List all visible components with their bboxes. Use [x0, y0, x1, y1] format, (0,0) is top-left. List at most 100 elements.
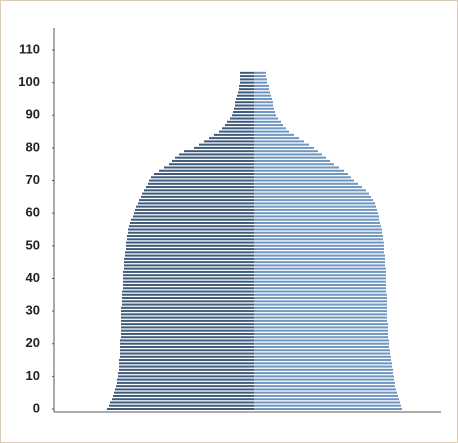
bar — [254, 316, 387, 319]
bar — [254, 362, 392, 365]
bar — [120, 345, 254, 348]
bar — [234, 107, 254, 110]
bar — [254, 78, 267, 81]
bar — [254, 404, 401, 407]
bar — [254, 290, 386, 293]
bar — [107, 408, 254, 410]
bar — [254, 208, 377, 211]
bar — [133, 215, 254, 218]
bar — [125, 254, 254, 257]
bar — [254, 166, 339, 169]
bar — [194, 146, 254, 149]
bar — [254, 352, 390, 355]
bar — [115, 388, 254, 391]
bar — [119, 368, 254, 371]
bar — [254, 270, 386, 273]
bar — [254, 81, 267, 84]
bar — [230, 117, 254, 120]
y-tick-label: 30 — [26, 303, 40, 318]
bar — [254, 140, 304, 143]
y-tick-label: 20 — [26, 335, 40, 350]
bar — [121, 326, 254, 329]
bar — [254, 199, 373, 202]
bar — [130, 221, 254, 224]
bar — [240, 78, 254, 81]
bar — [125, 251, 254, 254]
bar — [126, 248, 254, 251]
bar — [254, 244, 384, 247]
bar — [254, 408, 402, 410]
bar — [142, 192, 254, 195]
y-tick-label: 0 — [33, 400, 40, 415]
bar — [254, 261, 385, 264]
bar — [254, 313, 387, 316]
bar — [254, 228, 382, 231]
bar — [254, 329, 388, 332]
bar — [159, 169, 254, 172]
bar — [172, 159, 254, 162]
bar — [254, 114, 276, 117]
bar — [118, 372, 254, 375]
bar — [138, 202, 254, 205]
bar — [254, 355, 391, 358]
bar — [235, 104, 254, 107]
bar — [134, 212, 254, 215]
bar — [254, 267, 386, 270]
bar — [254, 310, 387, 313]
bar — [124, 257, 254, 260]
bar — [151, 176, 254, 179]
bar — [123, 274, 254, 277]
bar — [254, 150, 318, 153]
y-tick-label: 40 — [26, 270, 40, 285]
bar — [240, 71, 254, 74]
bar — [254, 111, 275, 114]
bar — [254, 394, 398, 397]
bar — [254, 359, 391, 362]
bar — [254, 280, 386, 283]
bar — [139, 199, 254, 202]
bar — [240, 75, 254, 78]
bar — [114, 391, 254, 394]
bar — [124, 261, 254, 264]
bar — [127, 238, 254, 241]
bar — [254, 368, 393, 371]
bar — [199, 143, 254, 146]
bar — [117, 378, 254, 381]
bar — [254, 169, 344, 172]
bar — [254, 332, 388, 335]
bar — [175, 156, 254, 159]
bar — [254, 117, 278, 120]
bar — [112, 398, 254, 401]
bar — [254, 231, 382, 234]
bar — [120, 352, 254, 355]
bar — [254, 182, 358, 185]
y-tick-label: 70 — [26, 172, 40, 187]
bar — [254, 91, 270, 94]
bar — [222, 127, 254, 130]
y-tick-label: 100 — [18, 74, 40, 89]
bar — [254, 130, 289, 133]
bar — [254, 342, 389, 345]
bar — [254, 372, 393, 375]
bar — [254, 120, 281, 123]
bar — [254, 349, 390, 352]
bar — [149, 179, 254, 182]
bar — [254, 94, 271, 97]
bar — [254, 306, 387, 309]
bar — [254, 277, 386, 280]
bar — [129, 225, 254, 228]
bar — [237, 94, 254, 97]
bar — [254, 153, 322, 156]
bar — [254, 378, 394, 381]
bar — [119, 362, 254, 365]
bar — [254, 391, 397, 394]
bar — [254, 283, 386, 286]
bar — [204, 140, 254, 143]
bar — [122, 293, 254, 296]
y-tick-label: 80 — [26, 139, 40, 154]
bar — [254, 107, 274, 110]
bar — [135, 208, 254, 211]
bar — [254, 143, 309, 146]
bar — [254, 71, 266, 74]
